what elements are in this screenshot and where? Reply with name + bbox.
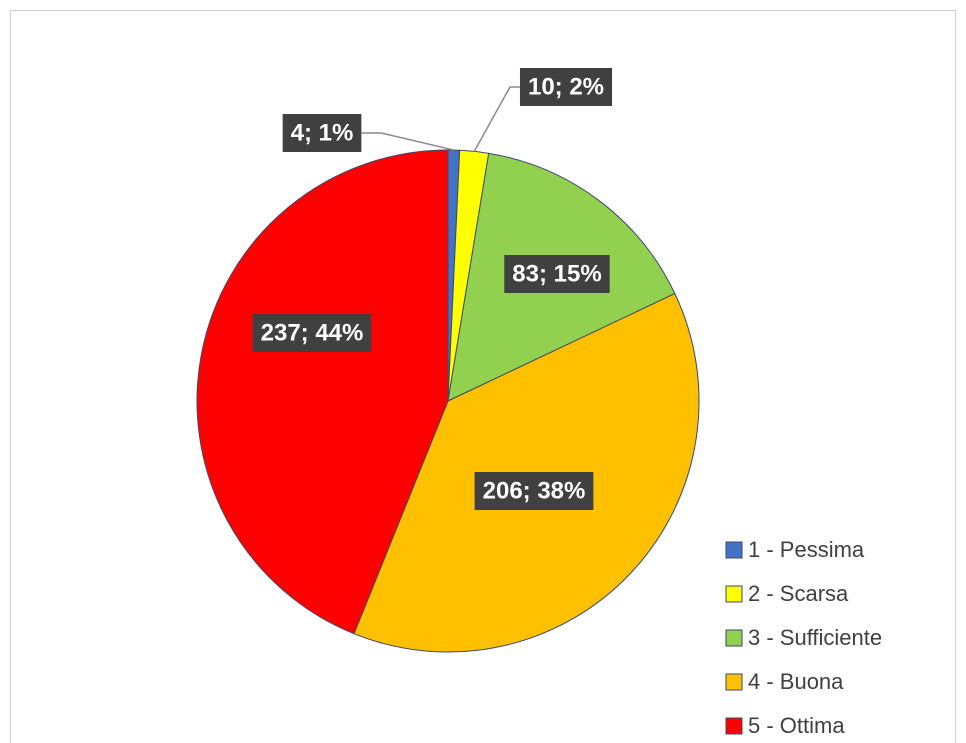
legend-swatch [725,673,743,691]
data-label: 4; 1% [291,119,354,146]
data-label: 10; 2% [528,73,604,100]
data-label-box [252,314,372,352]
legend-label: 1 - Pessima [748,537,865,562]
pie-slice [196,149,449,635]
data-label-box [282,114,362,152]
leader-line [473,86,520,152]
legend-swatch [725,629,743,647]
legend-label: 5 - Ottima [748,713,845,738]
data-label: 237; 44% [261,319,364,346]
legend-swatch [725,717,743,735]
data-label: 83; 15% [512,260,601,287]
legend-swatch [725,541,743,559]
leader-line [361,132,455,151]
legend-label: 4 - Buona [748,669,844,694]
data-label-box [474,472,594,510]
data-label-box [519,68,613,106]
legend-swatch [725,585,743,603]
legend-label: 2 - Scarsa [748,581,849,606]
legend-label: 3 - Sufficiente [748,625,882,650]
data-label-box [504,255,610,293]
data-label: 206; 38% [483,477,586,504]
